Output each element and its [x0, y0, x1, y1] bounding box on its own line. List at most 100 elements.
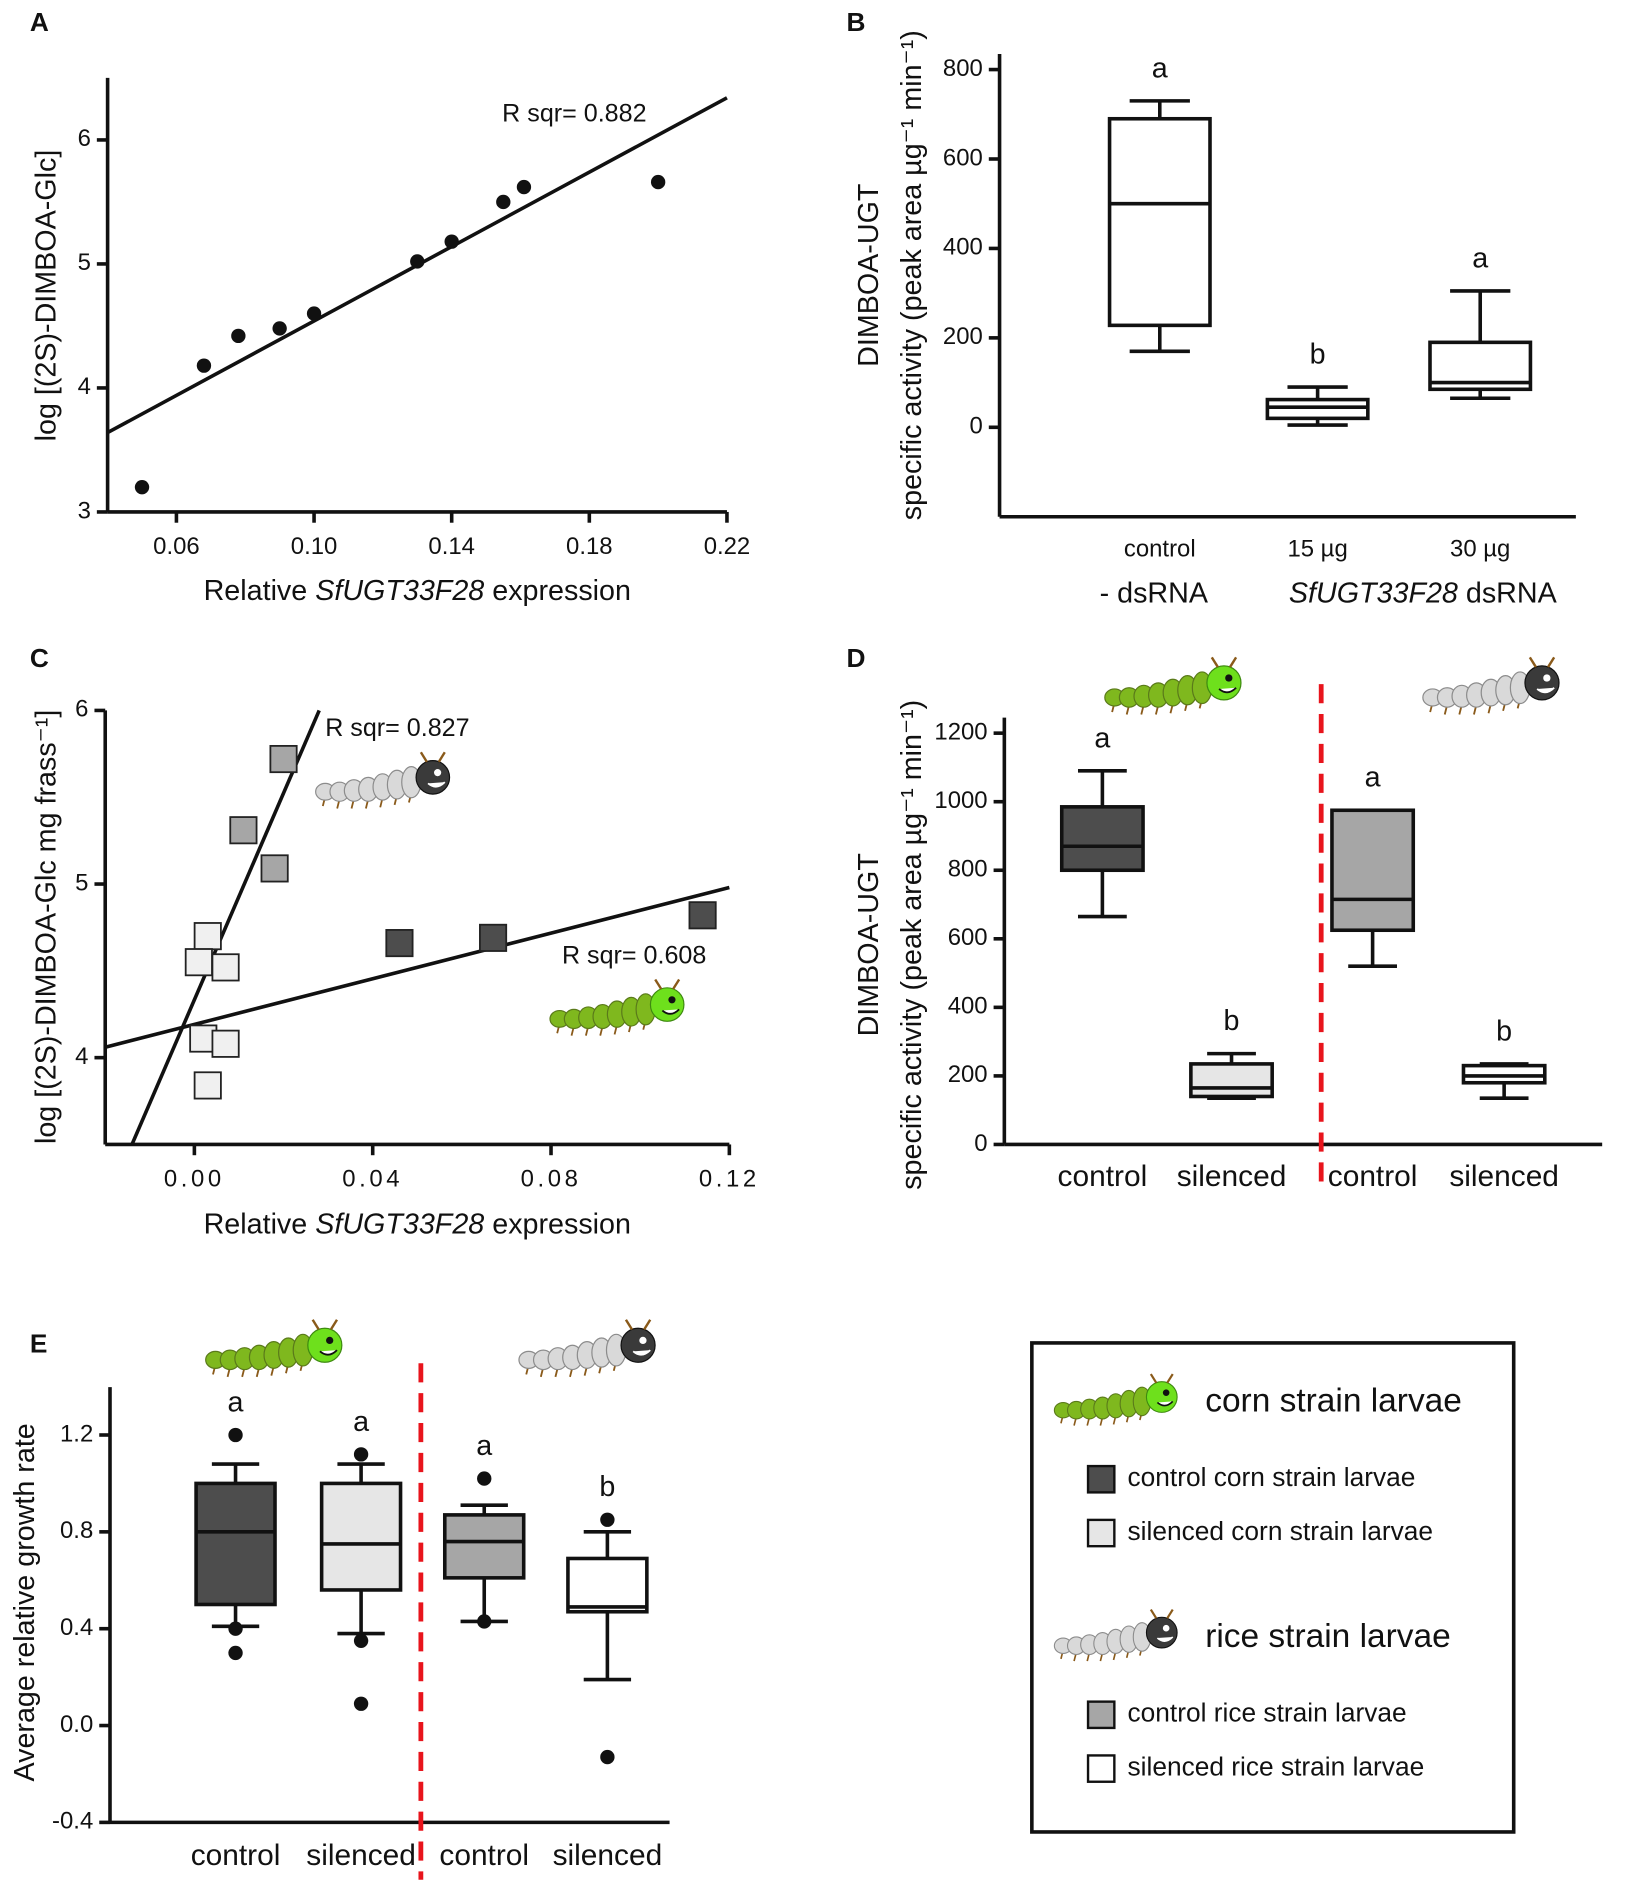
x-tick-label: control: [1058, 1160, 1148, 1193]
y-tick-label: 0: [974, 1130, 987, 1157]
outlier: [477, 1471, 492, 1486]
legend-swatch: [1086, 1754, 1116, 1783]
point: [272, 321, 287, 336]
x-tick-label: 0.04: [342, 1166, 403, 1193]
significance-letter: b: [1496, 1015, 1512, 1047]
larva-icon: [1053, 1372, 1179, 1427]
y-tick-label: 0.4: [60, 1614, 93, 1641]
point: [410, 254, 425, 269]
label-part: dsRNA: [1466, 577, 1558, 609]
y-tick-label: -0.4: [52, 1808, 93, 1835]
larva-icon: [1103, 656, 1243, 716]
point: [229, 816, 258, 845]
outlier: [600, 1749, 615, 1765]
larva-icon: [1053, 1608, 1179, 1663]
x-tick-label: 0.14: [428, 533, 475, 560]
larva-icon: [204, 1318, 344, 1379]
outlier: [228, 1645, 243, 1661]
y-tick-label: 4: [75, 1043, 88, 1070]
y-tick-label: 200: [943, 323, 983, 350]
fit-line: [130, 709, 321, 1146]
y-tick-label: 5: [75, 869, 88, 896]
x-tick-label: control: [1124, 536, 1196, 563]
y-tick-label: 1.2: [60, 1420, 93, 1447]
box: [1107, 116, 1212, 328]
x-tick-label: silenced: [553, 1839, 663, 1872]
label-part: - dsRNA: [1100, 577, 1209, 609]
point: [496, 194, 511, 210]
panel-label: B: [847, 7, 866, 37]
x-tick-label: 0.12: [699, 1166, 760, 1193]
significance-letter: b: [1310, 339, 1326, 371]
annotation: R sqr= 0.882: [502, 100, 646, 128]
legend-title: rice strain larvae: [1205, 1618, 1451, 1655]
point: [184, 948, 213, 977]
box: [1330, 808, 1416, 933]
significance-letter: a: [353, 1406, 369, 1438]
significance-letter: a: [476, 1430, 492, 1462]
label-part: expression: [492, 575, 631, 607]
x-tick-label: 0.18: [566, 533, 613, 560]
point: [444, 234, 459, 249]
point: [196, 358, 212, 373]
legend-box: [1030, 1341, 1516, 1834]
y-axis-label: Average relative growth rate: [9, 1423, 41, 1781]
y-tick-label: 800: [943, 55, 983, 82]
point: [650, 174, 666, 190]
legend-title: corn strain larvae: [1205, 1383, 1462, 1420]
point: [211, 1029, 240, 1058]
point: [385, 929, 414, 958]
point: [193, 922, 222, 951]
y-axis-label: specific activity (peak area µg⁻¹ min⁻¹): [896, 700, 928, 1190]
x-tick-label: silenced: [306, 1839, 416, 1872]
box: [1059, 805, 1145, 873]
outlier: [228, 1621, 243, 1636]
larva-icon: [517, 1318, 657, 1379]
label-part: expression: [492, 1208, 631, 1240]
y-tick-label: 1200: [934, 718, 987, 745]
legend-swatch: [1086, 1700, 1116, 1730]
panel-label: A: [30, 7, 49, 37]
point: [211, 953, 240, 982]
y-tick-label: 0.0: [60, 1711, 93, 1738]
outlier: [353, 1696, 369, 1711]
y-tick-label: 200: [948, 1061, 988, 1088]
y-tick-label: 400: [943, 234, 983, 261]
outlier: [600, 1512, 615, 1527]
y-tick-label: 6: [75, 696, 88, 723]
x-tick-label: 0.06: [153, 533, 200, 560]
y-axis-label: specific activity (peak area µg⁻¹ min⁻¹): [896, 30, 928, 520]
axis-label: SfUGT33F28 dsRNA: [1289, 577, 1558, 609]
y-tick-label: 6: [78, 125, 91, 152]
point: [260, 854, 289, 883]
y-tick-label: 0.8: [60, 1517, 93, 1544]
y-tick-label: 5: [78, 249, 91, 276]
gene-name: SfUGT33F28: [315, 1208, 484, 1240]
y-axis-label: log [(2S)-DIMBOA-Glc]: [30, 150, 62, 442]
label-part: Relative: [204, 1208, 308, 1240]
axis-label: Relative SfUGT33F28 expression: [204, 1208, 631, 1240]
y-tick-label: 3: [78, 497, 91, 524]
point: [688, 901, 717, 930]
y-tick-label: 600: [948, 924, 988, 951]
x-tick-label: 0.00: [164, 1166, 225, 1193]
fit-line: [104, 885, 730, 1049]
significance-letter: a: [1152, 52, 1168, 84]
significance-letter: b: [1224, 1005, 1240, 1037]
box: [566, 1556, 649, 1614]
y-axis-label: DIMBOA-UGT: [853, 184, 885, 367]
y-tick-label: 4: [78, 373, 91, 400]
y-tick-label: 400: [948, 993, 988, 1020]
y-tick-label: 1000: [934, 787, 987, 814]
y-tick-label: 600: [943, 144, 983, 171]
significance-letter: b: [599, 1471, 615, 1503]
box: [319, 1481, 403, 1592]
panel-label: D: [847, 643, 866, 673]
x-tick-label: control: [191, 1839, 281, 1872]
significance-letter: a: [228, 1386, 244, 1418]
y-tick-label: 800: [948, 856, 988, 883]
x-tick-label: silenced: [1449, 1160, 1559, 1193]
larva-icon: [548, 978, 686, 1037]
